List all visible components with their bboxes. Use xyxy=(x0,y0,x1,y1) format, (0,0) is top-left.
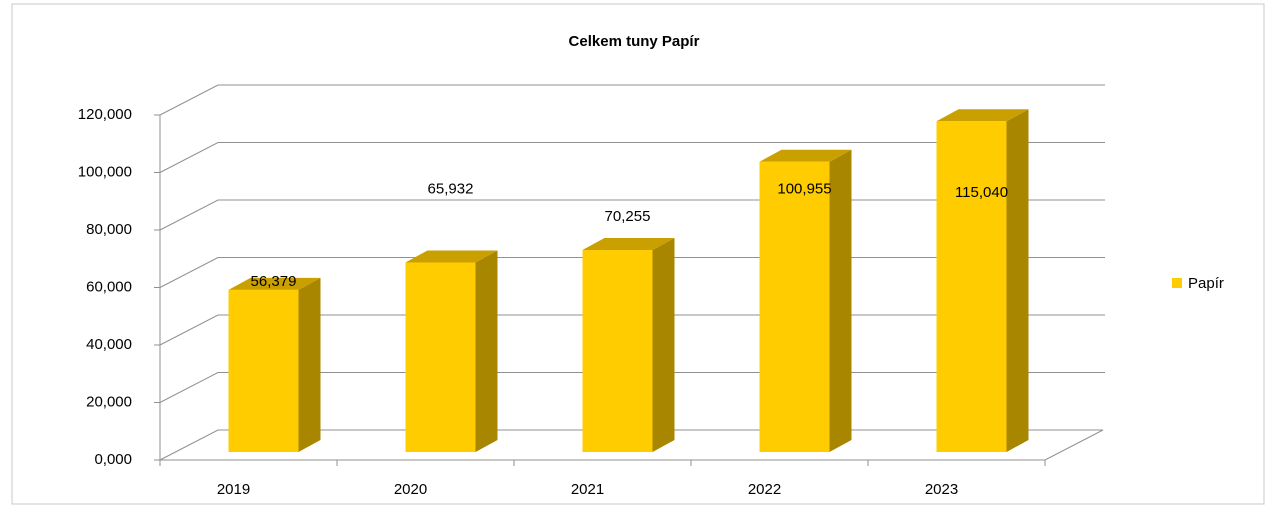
y-tick-label: 100,000 xyxy=(78,163,132,180)
y-tick-label: 60,000 xyxy=(86,278,132,295)
bar-top xyxy=(759,149,852,162)
bar-top xyxy=(405,250,498,263)
x-tick-label: 2022 xyxy=(748,481,781,498)
grid-line xyxy=(159,142,1105,173)
floor xyxy=(159,429,1104,461)
value-label: 65,932 xyxy=(428,180,474,197)
legend-label: Papír xyxy=(1188,275,1224,292)
value-label: 56,379 xyxy=(251,273,297,290)
y-tick-label: 0,000 xyxy=(94,451,132,468)
y-tick-label: 120,000 xyxy=(78,106,132,123)
y-tick-label: 80,000 xyxy=(86,221,132,238)
bar-side xyxy=(829,149,852,452)
bar-top xyxy=(582,238,675,251)
bar-top xyxy=(936,109,1029,122)
bar-side xyxy=(1006,109,1029,452)
value-label: 115,040 xyxy=(955,184,1008,201)
x-tick-label: 2020 xyxy=(394,481,427,498)
bar-side xyxy=(475,250,498,452)
x-tick-label: 2019 xyxy=(217,481,250,498)
y-tick-label: 20,000 xyxy=(86,393,132,410)
x-tick-label: 2021 xyxy=(571,481,604,498)
grid-line xyxy=(159,84,1105,116)
chart-title: Celkem tuny Papír xyxy=(569,33,700,50)
bar xyxy=(759,161,830,452)
bar-side xyxy=(298,277,321,452)
bar-side xyxy=(652,238,675,452)
bar xyxy=(228,289,299,452)
legend-swatch xyxy=(1172,278,1182,288)
bar xyxy=(582,250,653,452)
y-tick-label: 40,000 xyxy=(86,336,132,353)
value-label: 70,255 xyxy=(605,208,651,225)
value-label: 100,955 xyxy=(777,181,831,198)
bar xyxy=(936,121,1007,452)
x-tick-label: 2023 xyxy=(925,481,958,498)
bar-top xyxy=(228,277,321,290)
bar xyxy=(405,262,476,452)
